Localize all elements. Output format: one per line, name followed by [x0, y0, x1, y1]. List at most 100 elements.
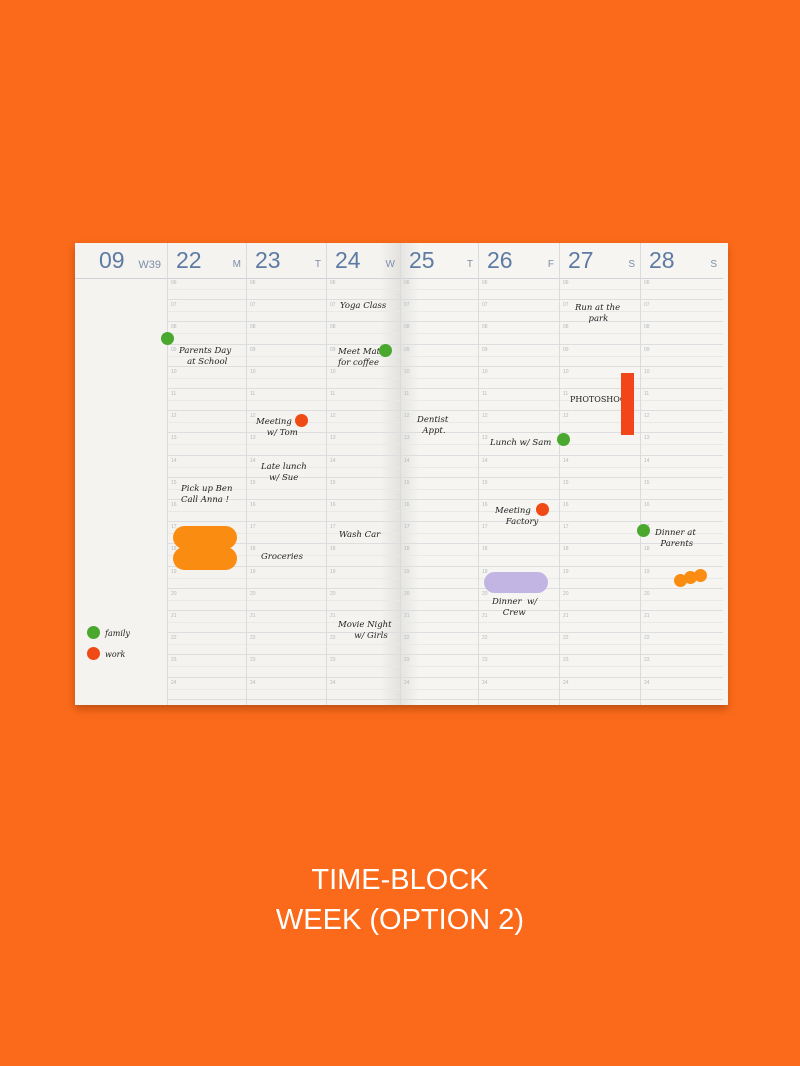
hour-row[interactable]: 23: [641, 655, 723, 678]
hour-row[interactable]: 07: [479, 300, 560, 323]
hour-row[interactable]: 18: [641, 544, 723, 567]
hour-row[interactable]: 22: [401, 633, 479, 656]
hour-row[interactable]: 14: [168, 456, 247, 478]
hour-row[interactable]: 21: [560, 611, 641, 634]
hour-row[interactable]: 06: [479, 278, 560, 301]
hour-row[interactable]: 13: [479, 433, 560, 456]
hour-row[interactable]: 09: [247, 345, 327, 367]
hour-row[interactable]: 24: [479, 678, 560, 700]
hour-row[interactable]: 15: [560, 478, 641, 500]
hour-row[interactable]: 16: [168, 500, 247, 523]
hour-row[interactable]: 13: [327, 433, 401, 456]
hour-row[interactable]: 24: [168, 678, 247, 700]
hour-row[interactable]: 18: [479, 544, 560, 567]
hour-row[interactable]: 16: [247, 500, 327, 523]
hour-row[interactable]: 12: [327, 411, 401, 434]
hour-row[interactable]: 18: [247, 544, 327, 567]
hour-row[interactable]: 10: [327, 367, 401, 389]
hour-row[interactable]: 06: [327, 278, 401, 301]
hour-row[interactable]: 08: [560, 322, 641, 345]
hour-row[interactable]: 07: [247, 300, 327, 323]
hour-row[interactable]: 21: [641, 611, 723, 634]
hour-row[interactable]: 21: [247, 611, 327, 634]
hour-row[interactable]: 17: [479, 522, 560, 545]
hour-row[interactable]: 22: [560, 633, 641, 656]
hour-row[interactable]: 11: [560, 389, 641, 412]
hour-row[interactable]: 10: [247, 367, 327, 389]
hour-row[interactable]: 08: [479, 322, 560, 345]
hour-row[interactable]: 12: [560, 411, 641, 434]
hour-row[interactable]: 19: [327, 567, 401, 589]
hour-row[interactable]: 14: [401, 456, 479, 478]
hour-row[interactable]: 24: [560, 678, 641, 700]
hour-row[interactable]: 06: [247, 278, 327, 301]
hour-row[interactable]: 24: [327, 678, 401, 700]
hour-row[interactable]: 12: [168, 411, 247, 434]
hour-row[interactable]: 18: [560, 544, 641, 567]
hour-row[interactable]: 07: [327, 300, 401, 323]
hour-row[interactable]: 13: [560, 433, 641, 456]
hour-row[interactable]: 13: [168, 433, 247, 456]
hour-row[interactable]: 07: [168, 300, 247, 323]
hour-row[interactable]: 09: [327, 345, 401, 367]
hour-row[interactable]: 08: [327, 322, 401, 345]
hour-row[interactable]: 20: [168, 589, 247, 611]
hour-row[interactable]: 12: [641, 411, 723, 434]
hour-row[interactable]: 15: [327, 478, 401, 500]
hour-row[interactable]: 24: [641, 678, 723, 700]
hour-row[interactable]: 14: [641, 456, 723, 478]
hour-row[interactable]: 11: [247, 389, 327, 412]
hour-row[interactable]: 15: [479, 478, 560, 500]
hour-row[interactable]: 20: [479, 589, 560, 611]
hour-row[interactable]: 15: [168, 478, 247, 500]
hour-row[interactable]: 21: [479, 611, 560, 634]
hour-row[interactable]: 16: [641, 500, 723, 523]
hour-row[interactable]: 10: [641, 367, 723, 389]
hour-row[interactable]: 11: [327, 389, 401, 412]
hour-row[interactable]: 20: [327, 589, 401, 611]
hour-row[interactable]: 14: [560, 456, 641, 478]
hour-row[interactable]: 06: [401, 278, 479, 301]
hour-row[interactable]: 21: [327, 611, 401, 634]
hour-row[interactable]: 12: [479, 411, 560, 434]
hour-row[interactable]: 19: [401, 567, 479, 589]
hour-row[interactable]: 16: [479, 500, 560, 523]
hour-row[interactable]: 21: [168, 611, 247, 634]
hour-row[interactable]: 13: [641, 433, 723, 456]
hour-row[interactable]: 16: [401, 500, 479, 523]
hour-row[interactable]: 12: [247, 411, 327, 434]
hour-row[interactable]: 22: [479, 633, 560, 656]
hour-row[interactable]: 10: [401, 367, 479, 389]
hour-row[interactable]: 23: [327, 655, 401, 678]
hour-row[interactable]: 13: [401, 433, 479, 456]
hour-row[interactable]: 07: [560, 300, 641, 323]
hour-row[interactable]: 23: [401, 655, 479, 678]
hour-row[interactable]: 19: [560, 567, 641, 589]
hour-row[interactable]: 16: [327, 500, 401, 523]
hour-row[interactable]: 22: [168, 633, 247, 656]
hour-row[interactable]: 14: [327, 456, 401, 478]
hour-row[interactable]: 08: [247, 322, 327, 345]
hour-row[interactable]: 10: [560, 367, 641, 389]
hour-row[interactable]: 06: [168, 278, 247, 301]
hour-row[interactable]: 09: [641, 345, 723, 367]
hour-row[interactable]: 08: [168, 322, 247, 345]
hour-row[interactable]: 11: [641, 389, 723, 412]
hour-row[interactable]: 11: [479, 389, 560, 412]
hour-row[interactable]: 07: [641, 300, 723, 323]
hour-row[interactable]: 16: [560, 500, 641, 523]
hour-row[interactable]: 22: [247, 633, 327, 656]
hour-row[interactable]: 18: [327, 544, 401, 567]
hour-row[interactable]: 11: [401, 389, 479, 412]
hour-row[interactable]: 14: [247, 456, 327, 478]
hour-row[interactable]: 17: [247, 522, 327, 545]
hour-row[interactable]: 23: [560, 655, 641, 678]
hour-row[interactable]: 19: [168, 567, 247, 589]
hour-row[interactable]: 21: [401, 611, 479, 634]
hour-row[interactable]: 08: [641, 322, 723, 345]
hour-row[interactable]: 20: [401, 589, 479, 611]
hour-row[interactable]: 17: [401, 522, 479, 545]
hour-row[interactable]: 10: [168, 367, 247, 389]
hour-row[interactable]: 07: [401, 300, 479, 323]
hour-row[interactable]: 23: [479, 655, 560, 678]
